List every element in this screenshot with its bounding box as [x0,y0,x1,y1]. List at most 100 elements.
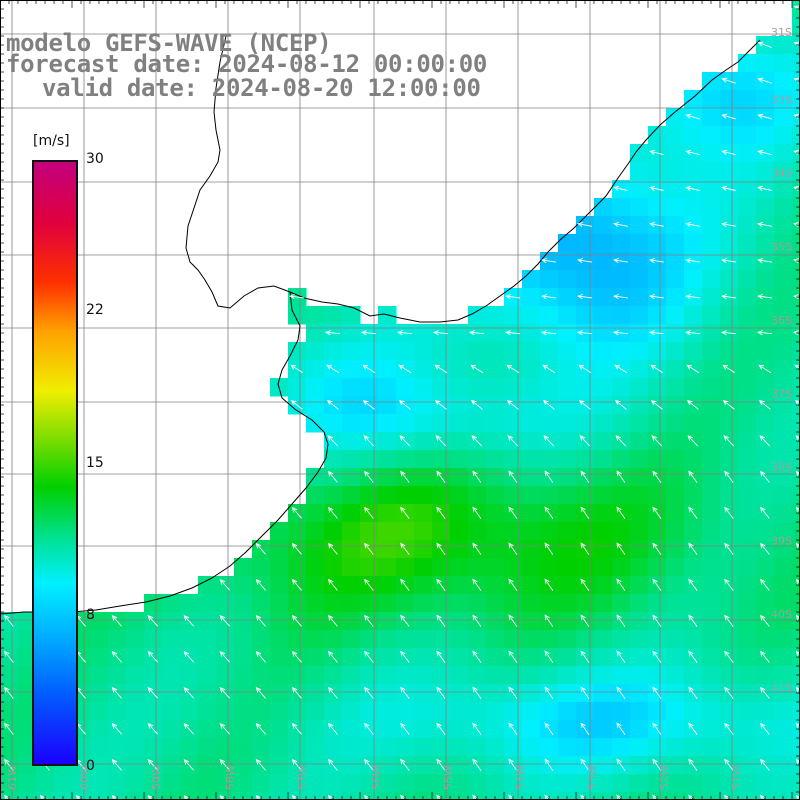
wind-speed-cell [594,450,613,469]
wind-speed-cell [684,594,703,613]
wind-speed-cell [612,738,631,757]
wind-arrow [686,399,699,410]
wind-speed-cell [0,702,19,721]
wind-speed-cell [774,630,793,649]
wind-speed-cell [486,324,505,343]
wind-speed-cell [162,666,181,685]
wind-speed-cell [576,630,595,649]
wind-arrow [649,258,664,264]
wind-arrow [327,686,338,699]
wind-speed-cell [360,738,379,757]
wind-speed-cell [378,486,397,505]
wind-speed-cell [630,648,649,667]
wind-speed-cell [450,684,469,703]
wind-speed-cell [738,270,757,289]
wind-speed-cell [378,720,397,739]
wind-arrow [580,758,590,772]
wind-speed-cell [486,414,505,433]
wind-speed-cell [756,378,775,397]
wind-arrow [544,542,554,556]
wind-speed-cell [594,360,613,379]
wind-speed-cell [198,594,217,613]
wind-speed-cell [612,198,631,217]
wind-speed-cell [324,342,343,361]
wind-speed-cell [306,360,325,379]
wind-speed-cell [414,594,433,613]
wind-speed-cell [648,774,667,793]
wind-arrow [147,615,159,627]
wind-speed-cell [558,432,577,451]
wind-speed-cell [774,738,793,757]
wind-speed-cell [666,630,685,649]
wind-speed-cell [684,630,703,649]
wind-speed-cell [234,720,253,739]
wind-speed-cell [432,630,451,649]
wind-arrow [720,330,737,336]
wind-speed-cell [270,612,289,631]
wind-speed-cell [666,738,685,757]
wind-speed-cell [216,702,235,721]
wind-speed-cell [486,684,505,703]
wind-arrow [616,686,626,700]
wind-speed-cell [738,756,757,775]
wind-speed-cell [540,306,559,325]
wind-arrow [219,759,231,771]
wind-arrow [580,470,590,484]
wind-speed-cell [540,270,559,289]
wind-speed-cell [648,522,667,541]
wind-speed-cell [540,558,559,577]
wind-speed-cell [270,702,289,721]
wind-arrow [147,723,159,735]
wind-arrow [793,294,800,300]
wind-speed-cell [450,342,469,361]
wind-arrow [722,364,736,374]
wind-speed-cell [738,162,757,181]
wind-arrow [613,294,628,300]
wind-speed-cell [558,540,577,559]
wind-speed-cell [288,630,307,649]
wind-speed-cell [630,666,649,685]
wind-arrow [183,687,195,699]
wind-speed-cell [432,666,451,685]
colorbar-tick-label: 15 [86,455,104,471]
wind-speed-cell [702,594,721,613]
wind-arrow [4,614,14,627]
latitude-label: 37S [771,388,792,401]
wind-speed-cell [522,576,541,595]
wind-arrow [724,506,734,519]
wind-speed-cell [630,180,649,199]
wind-speed-cell [378,342,397,361]
wind-speed-cell [576,378,595,397]
wind-speed-cell [342,396,361,415]
wind-speed-cell [666,612,685,631]
wind-speed-cell [504,630,523,649]
wind-speed-cell [630,702,649,721]
wind-speed-cell [738,576,757,595]
wind-speed-cell [612,378,631,397]
wind-speed-cell [468,306,487,325]
wind-speed-cell [630,558,649,577]
wind-speed-cell [594,630,613,649]
wind-speed-cell [594,738,613,757]
wind-speed-cell [450,576,469,595]
wind-speed-cell [18,702,37,721]
wind-speed-cell [306,378,325,397]
wind-arrow [580,650,590,664]
wind-speed-cell [378,648,397,667]
wind-arrow [435,435,447,447]
wind-arrow [613,221,628,228]
wind-speed-cell [396,666,415,685]
wind-speed-cell [738,396,757,415]
wind-speed-cell [612,630,631,649]
wind-arrow [688,794,694,800]
wind-speed-cell [450,720,469,739]
wind-speed-cell [558,756,577,775]
wind-speed-cell [468,342,487,361]
wind-speed-cell [342,450,361,469]
wind-speed-cell [270,720,289,739]
wind-speed-cell [630,774,649,793]
wind-speed-cell [684,486,703,505]
wind-speed-cell [702,738,721,757]
wind-arrow [688,686,698,699]
wind-speed-cell [774,288,793,307]
